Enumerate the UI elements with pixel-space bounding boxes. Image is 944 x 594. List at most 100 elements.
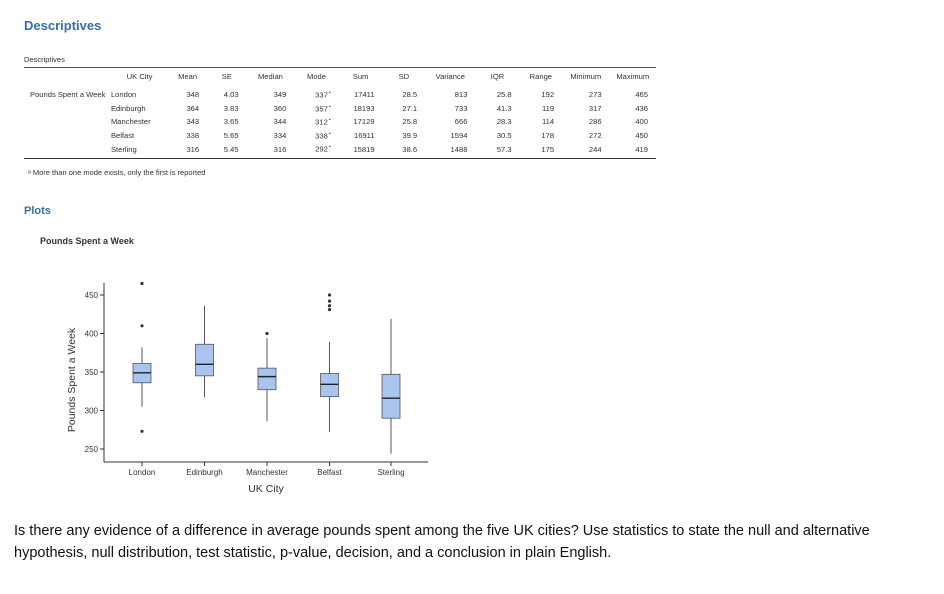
cell-max: 465 <box>635 90 648 100</box>
cell-median: 349 <box>273 90 287 100</box>
header-variance: Variance <box>435 71 465 81</box>
cell-iqr: 30.5 <box>496 131 512 141</box>
outlier-point <box>140 324 144 328</box>
cell-sd: 39.9 <box>402 131 418 141</box>
header-uk-city: UK City <box>126 71 153 81</box>
header-mode: Mode <box>306 71 326 81</box>
table-top-rule <box>24 67 656 68</box>
cell-sum: 16911 <box>354 131 375 141</box>
cell-range: 175 <box>541 144 555 154</box>
page-title: Descriptives <box>24 18 102 33</box>
cell-mode-value: 357 <box>315 104 328 114</box>
box-belfast <box>320 373 339 398</box>
cell-min: 272 <box>588 131 602 141</box>
cell-sd: 27.1 <box>402 103 418 113</box>
outlier-point <box>140 429 144 433</box>
table-body: Pounds Spent a Week London 348 4.03 349 337▪ 1… <box>24 84 656 158</box>
header-se: SE <box>221 71 232 81</box>
descriptives-table: UK City Mean SE Median Mode Sum SD Varia… <box>24 67 656 159</box>
cell-sd: 25.8 <box>402 117 418 127</box>
cell-range: 192 <box>541 90 555 100</box>
cell-se: 5.45 <box>223 144 239 154</box>
cell-variance: 813 <box>454 90 468 100</box>
mode-footnote-marker: ▪ <box>328 117 331 124</box>
x-tick-label: Edinburgh <box>186 468 222 477</box>
cell-variance: 733 <box>454 103 468 113</box>
cell-iqr: 28.3 <box>496 117 512 127</box>
plots-heading: Plots <box>24 205 51 217</box>
cell-mode-value: 337 <box>315 90 328 100</box>
header-sum: Sum <box>352 71 369 81</box>
cell-mean: 338 <box>186 131 200 141</box>
cell-mode: 337▪ <box>294 84 338 102</box>
cell-range: 178 <box>541 131 555 141</box>
cell-mode: 312▪ <box>294 115 338 129</box>
table-bottom-rule <box>24 157 656 159</box>
table-row: Edinburgh 364 3.83 360 357▪ 18193 27.1 733 41.3 1… <box>24 102 656 116</box>
cell-sd: 38.6 <box>402 144 418 154</box>
table-row: Belfast 338 5.65 334 338▪ 16911 39.9 1594 30.5 17… <box>24 129 656 143</box>
cell-sd: 28.5 <box>402 90 418 100</box>
x-axis-label: UK City <box>248 483 284 495</box>
cell-mode: 338▪ <box>294 129 338 143</box>
cell-range: 114 <box>541 117 555 127</box>
row-city: Manchester <box>110 117 151 127</box>
cell-se: 5.65 <box>223 131 239 141</box>
cell-sum: 18193 <box>353 103 375 113</box>
table-row: Manchester 343 3.65 344 312▪ 17129 25.8 666 28.3… <box>24 115 656 129</box>
cell-min: 273 <box>588 90 602 100</box>
cell-mean: 316 <box>186 144 200 154</box>
outlier-point <box>327 308 332 312</box>
cell-median: 316 <box>273 144 287 154</box>
descriptives-grid: UK City Mean SE Median Mode Sum SD Varia… <box>24 68 656 158</box>
row-city: London <box>110 90 137 100</box>
cell-variance: 666 <box>454 117 468 127</box>
cell-sum: 15819 <box>353 144 375 154</box>
cell-sum: 17411 <box>354 90 375 100</box>
cell-mean: 364 <box>186 103 200 113</box>
header-mean: Mean <box>178 71 198 81</box>
x-tick-label: London <box>129 468 156 477</box>
table-row: Sterling 316 5.45 316 292▪ 15819 38.6 1488 57.3 1… <box>24 142 656 158</box>
header-minimum: Minimum <box>570 71 602 81</box>
y-tick-label: 400 <box>85 330 99 339</box>
cell-variance: 1488 <box>450 144 468 154</box>
cell-iqr: 57.3 <box>496 144 512 154</box>
cell-variance: 1594 <box>450 131 468 141</box>
x-tick-label: Manchester <box>246 468 288 477</box>
cell-median: 360 <box>273 103 287 113</box>
x-tick-label: Belfast <box>317 468 342 477</box>
mode-footnote-marker: ▪ <box>328 90 331 97</box>
cell-max: 419 <box>635 144 648 154</box>
outlier-point <box>140 281 144 286</box>
y-tick-label: 450 <box>85 291 99 300</box>
row-city: Edinburgh <box>110 103 146 113</box>
header-sd: SD <box>398 71 410 81</box>
cell-mode: 292▪ <box>294 142 338 158</box>
cell-max: 400 <box>635 117 648 127</box>
table-header-row: UK City Mean SE Median Mode Sum SD Varia… <box>24 68 656 84</box>
table-footnote: ᵃ More than one mode exists, only the fi… <box>28 168 206 177</box>
box-edinburgh <box>195 343 214 377</box>
row-city: Sterling <box>110 144 137 154</box>
row-city: Belfast <box>110 131 135 141</box>
y-tick-label: 300 <box>85 407 99 416</box>
outlier-point <box>265 331 269 336</box>
plot-title: Pounds Spent a Week <box>40 236 134 246</box>
box-sterling <box>381 373 401 419</box>
header-range: Range <box>529 71 553 81</box>
cell-se: 4.03 <box>223 90 239 100</box>
outlier-point <box>327 293 332 297</box>
cell-min: 286 <box>588 117 602 127</box>
cell-max: 436 <box>635 103 648 113</box>
cell-mode-value: 338 <box>315 131 328 141</box>
table-row: Pounds Spent a Week London 348 4.03 349 337▪ 1… <box>24 84 656 102</box>
outlier-point <box>327 304 332 308</box>
header-median: Median <box>257 71 283 81</box>
cell-mean: 343 <box>186 117 200 127</box>
table-caption: Descriptives <box>24 55 65 64</box>
cell-se: 3.65 <box>223 117 239 127</box>
y-axis-label: Pounds Spent a Week <box>66 327 78 432</box>
header-iqr: IQR <box>490 71 505 81</box>
